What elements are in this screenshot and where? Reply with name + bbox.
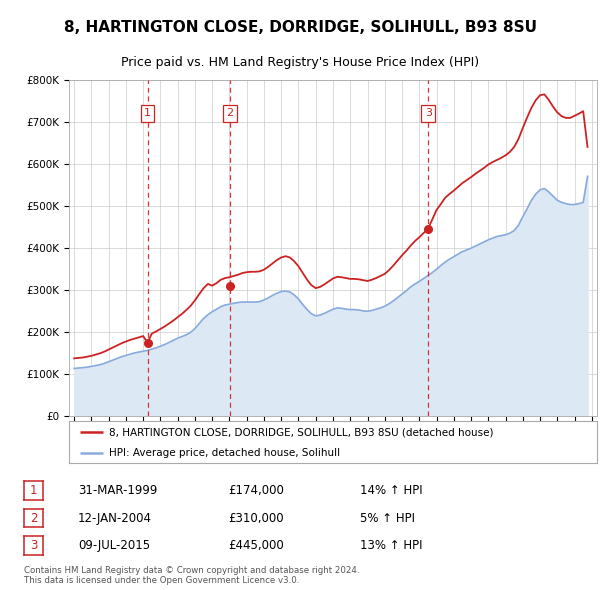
Text: £174,000: £174,000 <box>228 484 284 497</box>
Text: 1: 1 <box>144 109 151 118</box>
Text: 12-JAN-2004: 12-JAN-2004 <box>78 512 152 525</box>
Text: 8, HARTINGTON CLOSE, DORRIDGE, SOLIHULL, B93 8SU: 8, HARTINGTON CLOSE, DORRIDGE, SOLIHULL,… <box>64 21 536 35</box>
Text: 2: 2 <box>227 109 234 118</box>
Text: 3: 3 <box>425 109 432 118</box>
Text: 3: 3 <box>30 539 37 552</box>
Text: 1: 1 <box>30 484 37 497</box>
Text: 31-MAR-1999: 31-MAR-1999 <box>78 484 157 497</box>
Text: Price paid vs. HM Land Registry's House Price Index (HPI): Price paid vs. HM Land Registry's House … <box>121 55 479 68</box>
Text: 14% ↑ HPI: 14% ↑ HPI <box>360 484 422 497</box>
Text: 8, HARTINGTON CLOSE, DORRIDGE, SOLIHULL, B93 8SU (detached house): 8, HARTINGTON CLOSE, DORRIDGE, SOLIHULL,… <box>109 427 493 437</box>
Text: 2: 2 <box>30 512 37 525</box>
Text: Contains HM Land Registry data © Crown copyright and database right 2024.
This d: Contains HM Land Registry data © Crown c… <box>24 566 359 585</box>
Text: 5% ↑ HPI: 5% ↑ HPI <box>360 512 415 525</box>
Text: £445,000: £445,000 <box>228 539 284 552</box>
Text: 09-JUL-2015: 09-JUL-2015 <box>78 539 150 552</box>
Text: 13% ↑ HPI: 13% ↑ HPI <box>360 539 422 552</box>
Text: HPI: Average price, detached house, Solihull: HPI: Average price, detached house, Soli… <box>109 448 340 457</box>
Text: £310,000: £310,000 <box>228 512 284 525</box>
